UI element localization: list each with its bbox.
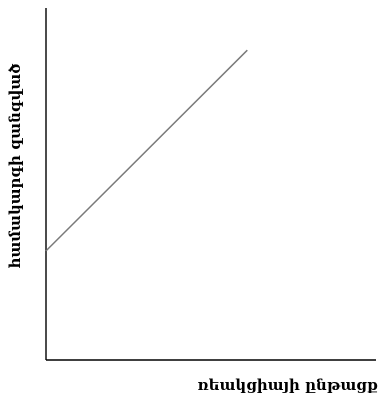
series-layer — [45, 49, 248, 252]
x-axis-label: ռեակցիայի ընթացք — [198, 376, 378, 394]
y-axis-label: համակարգի զանգված — [6, 63, 24, 269]
series-line-0 — [45, 49, 248, 252]
